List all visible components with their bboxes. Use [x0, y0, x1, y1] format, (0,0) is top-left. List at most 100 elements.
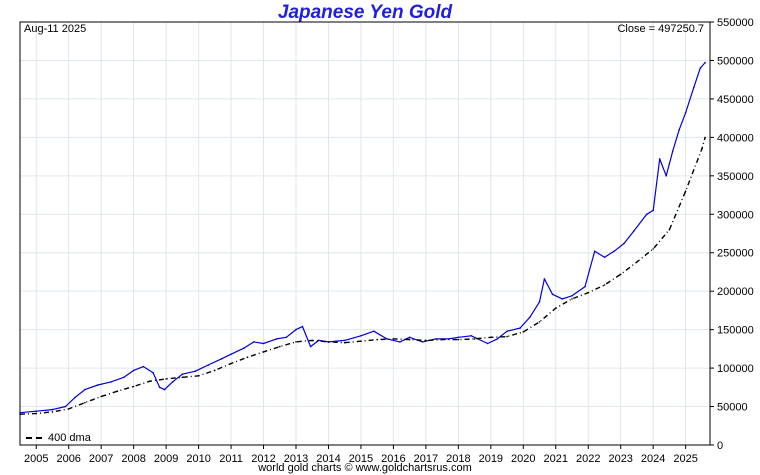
series-point	[434, 338, 437, 340]
series-point	[376, 338, 379, 341]
legend: 400 dma	[26, 432, 91, 444]
series-point	[158, 386, 161, 389]
x-tick-label: 2018	[446, 453, 470, 465]
series-point	[309, 345, 312, 348]
y-tick-label: 500000	[717, 55, 754, 67]
series-point	[684, 112, 687, 114]
series-point	[587, 291, 589, 294]
series-point	[561, 298, 564, 300]
legend-swatch-400dma	[26, 437, 42, 439]
series-point	[163, 388, 166, 391]
series-point	[360, 340, 362, 343]
series-point	[684, 190, 687, 192]
close-readout: Close = 497250.7	[617, 23, 704, 35]
series-point	[645, 213, 648, 216]
series-point	[632, 230, 635, 232]
series-point	[230, 362, 232, 365]
series-point	[64, 405, 67, 408]
series-point	[571, 298, 573, 300]
x-tick-label: 2015	[349, 453, 373, 465]
legend-label-400dma: 400 dma	[48, 432, 91, 444]
y-tick-label: 0	[717, 440, 723, 452]
series-point	[181, 373, 184, 376]
y-tick-label: 200000	[717, 286, 754, 298]
series-point	[665, 175, 667, 177]
series-point	[132, 369, 135, 372]
series-point	[603, 284, 606, 286]
y-tick-label: 250000	[717, 248, 754, 260]
series-point	[543, 278, 546, 280]
series-point	[165, 378, 167, 380]
series-point	[285, 336, 288, 339]
chart-title: Japanese Yen Gold	[277, 2, 453, 23]
x-tick-label: 2011	[219, 453, 243, 465]
series-point	[538, 301, 541, 303]
x-tick-label: 2024	[641, 453, 665, 465]
series-point	[246, 356, 249, 359]
series-point	[262, 342, 265, 345]
series-point	[207, 364, 210, 366]
x-tick-label: 2019	[479, 453, 503, 465]
series-point	[132, 385, 135, 388]
series-point	[636, 261, 638, 263]
series-point	[399, 341, 401, 343]
series-point	[457, 338, 460, 341]
series-point	[275, 338, 278, 340]
y-tick-label: 450000	[717, 94, 754, 106]
x-tick-label: 2012	[251, 453, 275, 465]
series-point	[214, 369, 216, 372]
x-tick-label: 2008	[121, 453, 145, 465]
series-point	[678, 128, 680, 131]
series-point	[652, 248, 654, 250]
y-tick-label: 400000	[717, 132, 754, 144]
series-point	[35, 412, 37, 415]
y-tick-label: 350000	[717, 171, 754, 183]
series-point	[295, 341, 297, 343]
series-point	[311, 339, 314, 342]
series-point	[230, 353, 232, 356]
series-point	[295, 328, 297, 331]
x-tick-label: 2009	[154, 453, 178, 465]
series-point	[668, 228, 671, 231]
series-point	[243, 347, 245, 349]
series-point	[470, 335, 473, 337]
series-point	[623, 242, 625, 245]
series-point	[441, 338, 443, 341]
series-point	[486, 342, 489, 345]
x-tick-label: 2010	[186, 453, 210, 465]
series-point	[699, 67, 702, 69]
x-tick-label: 2017	[414, 453, 438, 465]
series-point	[522, 331, 525, 333]
series-point	[116, 390, 119, 393]
series-point	[97, 384, 99, 386]
series-point	[425, 339, 427, 342]
series-point	[593, 250, 596, 252]
series-point	[671, 150, 674, 152]
date-label: Aug-11 2025	[24, 23, 87, 35]
series-point	[84, 401, 86, 404]
series-point	[35, 410, 37, 413]
series-point	[327, 341, 330, 343]
x-tick-label: 2022	[576, 453, 600, 465]
series-point	[496, 338, 499, 340]
series-point	[701, 148, 703, 150]
series-point	[571, 295, 573, 297]
x-tick-label: 2023	[608, 453, 632, 465]
y-tick-label: 550000	[717, 17, 754, 29]
series-point	[100, 395, 102, 398]
series-point	[457, 336, 460, 339]
series-point	[506, 335, 508, 338]
x-tick-label: 2007	[89, 453, 113, 465]
x-tick-label: 2020	[511, 453, 535, 465]
series-point	[301, 325, 304, 328]
series-point	[262, 351, 265, 353]
series-point	[490, 336, 492, 339]
series-point	[584, 285, 586, 288]
series-point	[253, 341, 255, 343]
x-tick-label: 2005	[24, 453, 48, 465]
series-point	[408, 338, 411, 341]
series-point	[51, 408, 54, 411]
series-point	[220, 358, 223, 360]
series-point	[19, 411, 21, 414]
series-point	[555, 307, 557, 309]
